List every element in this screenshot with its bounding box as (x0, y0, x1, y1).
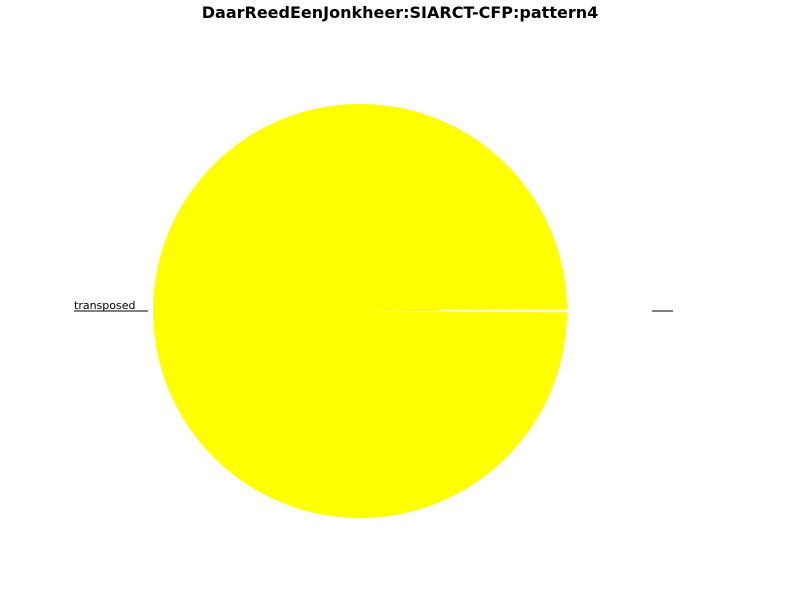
pie-slice-1 (360, 311, 567, 313)
pie-slices (153, 103, 567, 518)
pie-slice-0 (153, 103, 567, 518)
slice-label-0: transposed (74, 299, 135, 312)
chart-title: DaarReedEenJonkheer:SIARCT-CFP:pattern4 (202, 3, 599, 22)
slice-labels: transposed (74, 299, 673, 312)
